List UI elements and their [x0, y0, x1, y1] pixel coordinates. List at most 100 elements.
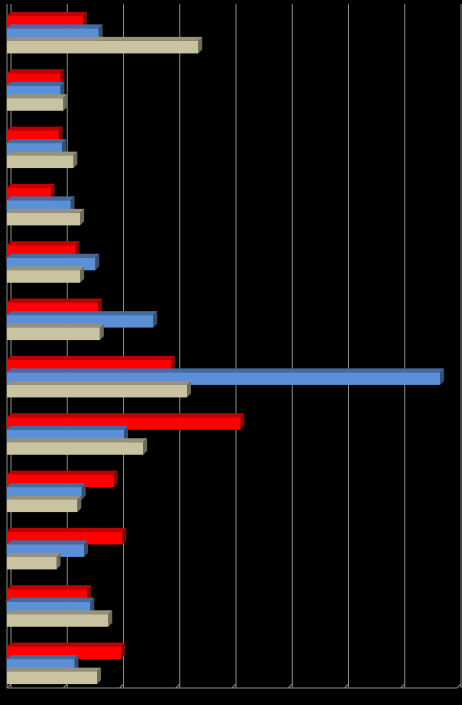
bar [7, 442, 144, 455]
bar-series-3-category-4 [7, 208, 85, 226]
bar-side-face [60, 81, 65, 99]
bar-side-face [73, 151, 78, 169]
bar-side-face [90, 597, 95, 615]
bar-top-face [7, 151, 78, 156]
bar-side-face [240, 413, 245, 430]
bar-top-face [7, 196, 75, 201]
bar-side-face [81, 483, 86, 500]
bar-side-face [99, 323, 104, 341]
bar-side-face [82, 11, 87, 29]
bar [7, 671, 97, 685]
bar-series-3-category-11 [7, 610, 113, 627]
bar-side-face [440, 368, 445, 385]
gridline-floor [119, 683, 124, 689]
bar-top-face [7, 413, 245, 418]
bar-side-face [63, 94, 68, 111]
bar-top-face [7, 81, 65, 86]
bar [7, 499, 78, 513]
bar-side-face [56, 552, 61, 570]
bar [7, 155, 74, 169]
bar-top-face [7, 495, 82, 500]
bar [7, 327, 100, 341]
bar-side-face [121, 642, 126, 660]
bar-series-3-category-9 [7, 495, 82, 513]
bar-side-face [198, 36, 203, 54]
bar-top-face [7, 298, 103, 303]
bar-top-face [7, 24, 103, 29]
bar-top-face [7, 667, 101, 672]
bar-side-face [122, 527, 127, 545]
bar-side-face [77, 495, 82, 513]
bar [7, 614, 109, 627]
bar-top-face [7, 323, 104, 328]
bar-series-3-category-8 [7, 438, 148, 455]
bar-top-face [7, 36, 203, 41]
bar-top-face [7, 183, 55, 188]
gridline-floor [6, 683, 12, 689]
bar-series-3-category-1 [7, 36, 203, 54]
bar-side-face [98, 24, 103, 41]
bar-top-face [7, 380, 191, 385]
gridline-floor [400, 683, 406, 689]
bar-side-face [84, 540, 89, 557]
bar-top-face [7, 585, 92, 590]
bar-series-3-category-5 [7, 266, 85, 283]
bar-side-face [58, 126, 63, 144]
bar-top-face [7, 368, 445, 373]
bar-side-face [187, 380, 191, 398]
bar-top-face [7, 208, 85, 213]
bar-top-face [7, 94, 68, 99]
bar-side-face [97, 667, 101, 685]
bar-side-face [60, 69, 65, 86]
bar-series-3-category-2 [7, 94, 68, 111]
bar-side-face [113, 470, 118, 488]
bar-top-face [7, 438, 148, 443]
gridline-floor [456, 683, 462, 689]
bar-series-3-category-7 [7, 380, 191, 398]
bar-side-face [80, 266, 85, 283]
gridline-floor [62, 683, 68, 689]
bar-series-3-category-3 [7, 151, 78, 169]
bar-top-face [7, 527, 127, 532]
gridline-floor [344, 683, 349, 689]
bar-side-face [50, 183, 55, 201]
bar-top-face [7, 355, 176, 360]
bar [7, 98, 64, 111]
bar-series-3-category-6 [7, 323, 104, 341]
bar-top-face [7, 540, 89, 545]
bar-side-face [171, 355, 176, 373]
bar-top-face [7, 610, 113, 615]
bar-side-face [124, 425, 128, 443]
bar-top-face [7, 483, 86, 488]
bar [7, 40, 199, 54]
bar-top-face [7, 11, 87, 16]
bar-top-face [7, 241, 80, 246]
gridline-floor [175, 683, 181, 689]
bar-top-face [7, 552, 61, 557]
bar-top-face [7, 126, 63, 131]
bar-top-face [7, 253, 100, 258]
bar-top-face [7, 69, 65, 74]
bar-series-3-category-10 [7, 552, 61, 570]
bar-side-face [95, 253, 100, 271]
bar-top-face [7, 266, 85, 271]
bar [7, 384, 187, 398]
bar-side-face [70, 196, 75, 213]
bar-side-face [98, 298, 103, 316]
bar-side-face [87, 585, 92, 602]
bar-side-face [75, 241, 80, 258]
bar-side-face [74, 655, 79, 672]
bar-side-face [143, 438, 148, 455]
bar-top-face [7, 139, 67, 144]
bar-side-face [62, 139, 67, 156]
bar-series-3-category-12 [7, 667, 101, 685]
bar-side-face [108, 610, 113, 627]
bar [7, 212, 81, 226]
bar-top-face [7, 470, 118, 475]
bar-top-face [7, 655, 79, 660]
bar-side-face [80, 208, 85, 226]
bar-top-face [7, 311, 158, 316]
bar-top-face [7, 425, 128, 430]
